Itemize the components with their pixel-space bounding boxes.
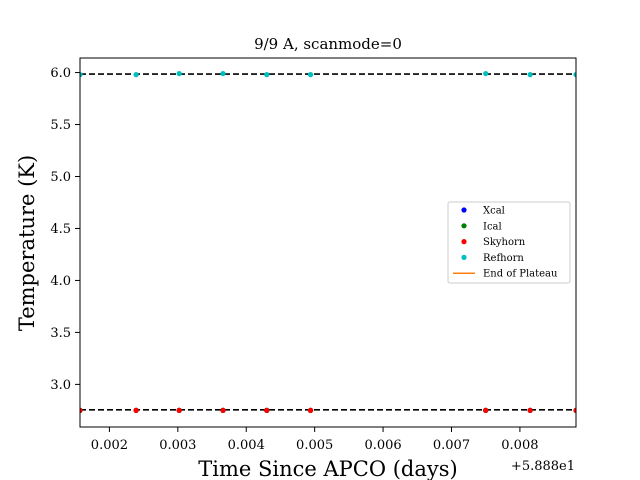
x-tick-label-3: 0.005	[296, 438, 333, 453]
legend-label-skyhorn: Skyhorn	[483, 237, 526, 248]
y-tick-label-5: 5.5	[50, 118, 71, 133]
skyhorn-point-6	[483, 407, 489, 413]
y-tick-label-1: 3.5	[50, 326, 71, 341]
skyhorn-point-7	[527, 407, 533, 413]
legend-label-ical: Ical	[483, 221, 502, 232]
refhorn-point-7	[527, 72, 533, 78]
y-axis-label: Temperature (K)	[15, 155, 39, 331]
refhorn-point-3	[220, 70, 226, 77]
skyhorn-point-5	[307, 407, 314, 413]
legend-marker-xcal	[461, 207, 467, 213]
plot-area	[80, 70, 576, 413]
x-axis: 0.002 0.003 0.004 0.005 0.006 0.007 0.008	[91, 427, 539, 453]
legend-label-xcal: Xcal	[483, 206, 505, 217]
refhorn-point-8	[573, 72, 576, 78]
skyhorn-point-0	[80, 407, 83, 413]
legend-box	[447, 201, 571, 284]
legend-marker-skyhorn	[461, 239, 467, 245]
plot-frame	[79, 57, 577, 428]
data-points	[80, 70, 576, 413]
refhorn-point-5	[307, 72, 314, 78]
refhorn-point-4	[264, 72, 270, 78]
y-tick-label-3: 4.5	[50, 222, 71, 237]
y-axis: 3.0 3.5 4.0 4.5 5.0 5.5 6.0	[50, 66, 80, 393]
skyhorn-point-4	[264, 407, 270, 413]
x-tick-label-6: 0.008	[501, 438, 538, 453]
x-axis-offset-label: +5.888e1	[511, 459, 575, 474]
x-tick-label-4: 0.006	[364, 438, 401, 453]
legend-label-end-of-plateau: End of Plateau	[483, 269, 558, 280]
y-tick-label-2: 4.0	[50, 274, 71, 289]
skyhorn-point-3	[220, 407, 226, 413]
x-tick-label-2: 0.004	[228, 438, 265, 453]
refhorn-point-2	[176, 70, 182, 77]
x-tick-label-5: 0.007	[433, 438, 470, 453]
refhorn-point-0	[80, 72, 83, 78]
x-tick-label-0: 0.002	[91, 438, 128, 453]
y-tick-label-0: 3.0	[50, 378, 71, 393]
reference-lines	[80, 73, 576, 411]
legend-marker-refhorn	[461, 254, 467, 260]
skyhorn-point-1	[133, 407, 139, 413]
refhorn-point-1	[133, 72, 139, 78]
legend-label-refhorn: Refhorn	[483, 253, 524, 264]
chart-title: 9/9 A, scanmode=0	[254, 35, 402, 53]
refhorn-point-6	[483, 70, 489, 77]
y-tick-label-6: 6.0	[50, 66, 71, 81]
x-tick-label-1: 0.003	[159, 438, 196, 453]
legend-marker-ical	[461, 223, 467, 229]
skyhorn-point-8	[573, 407, 576, 413]
y-tick-label-4: 5.0	[50, 170, 71, 185]
legend: Xcal Ical Skyhorn Refhorn End of Plateau	[447, 201, 571, 284]
skyhorn-point-2	[176, 407, 182, 413]
x-axis-label: Time Since APCO (days)	[198, 457, 457, 480]
